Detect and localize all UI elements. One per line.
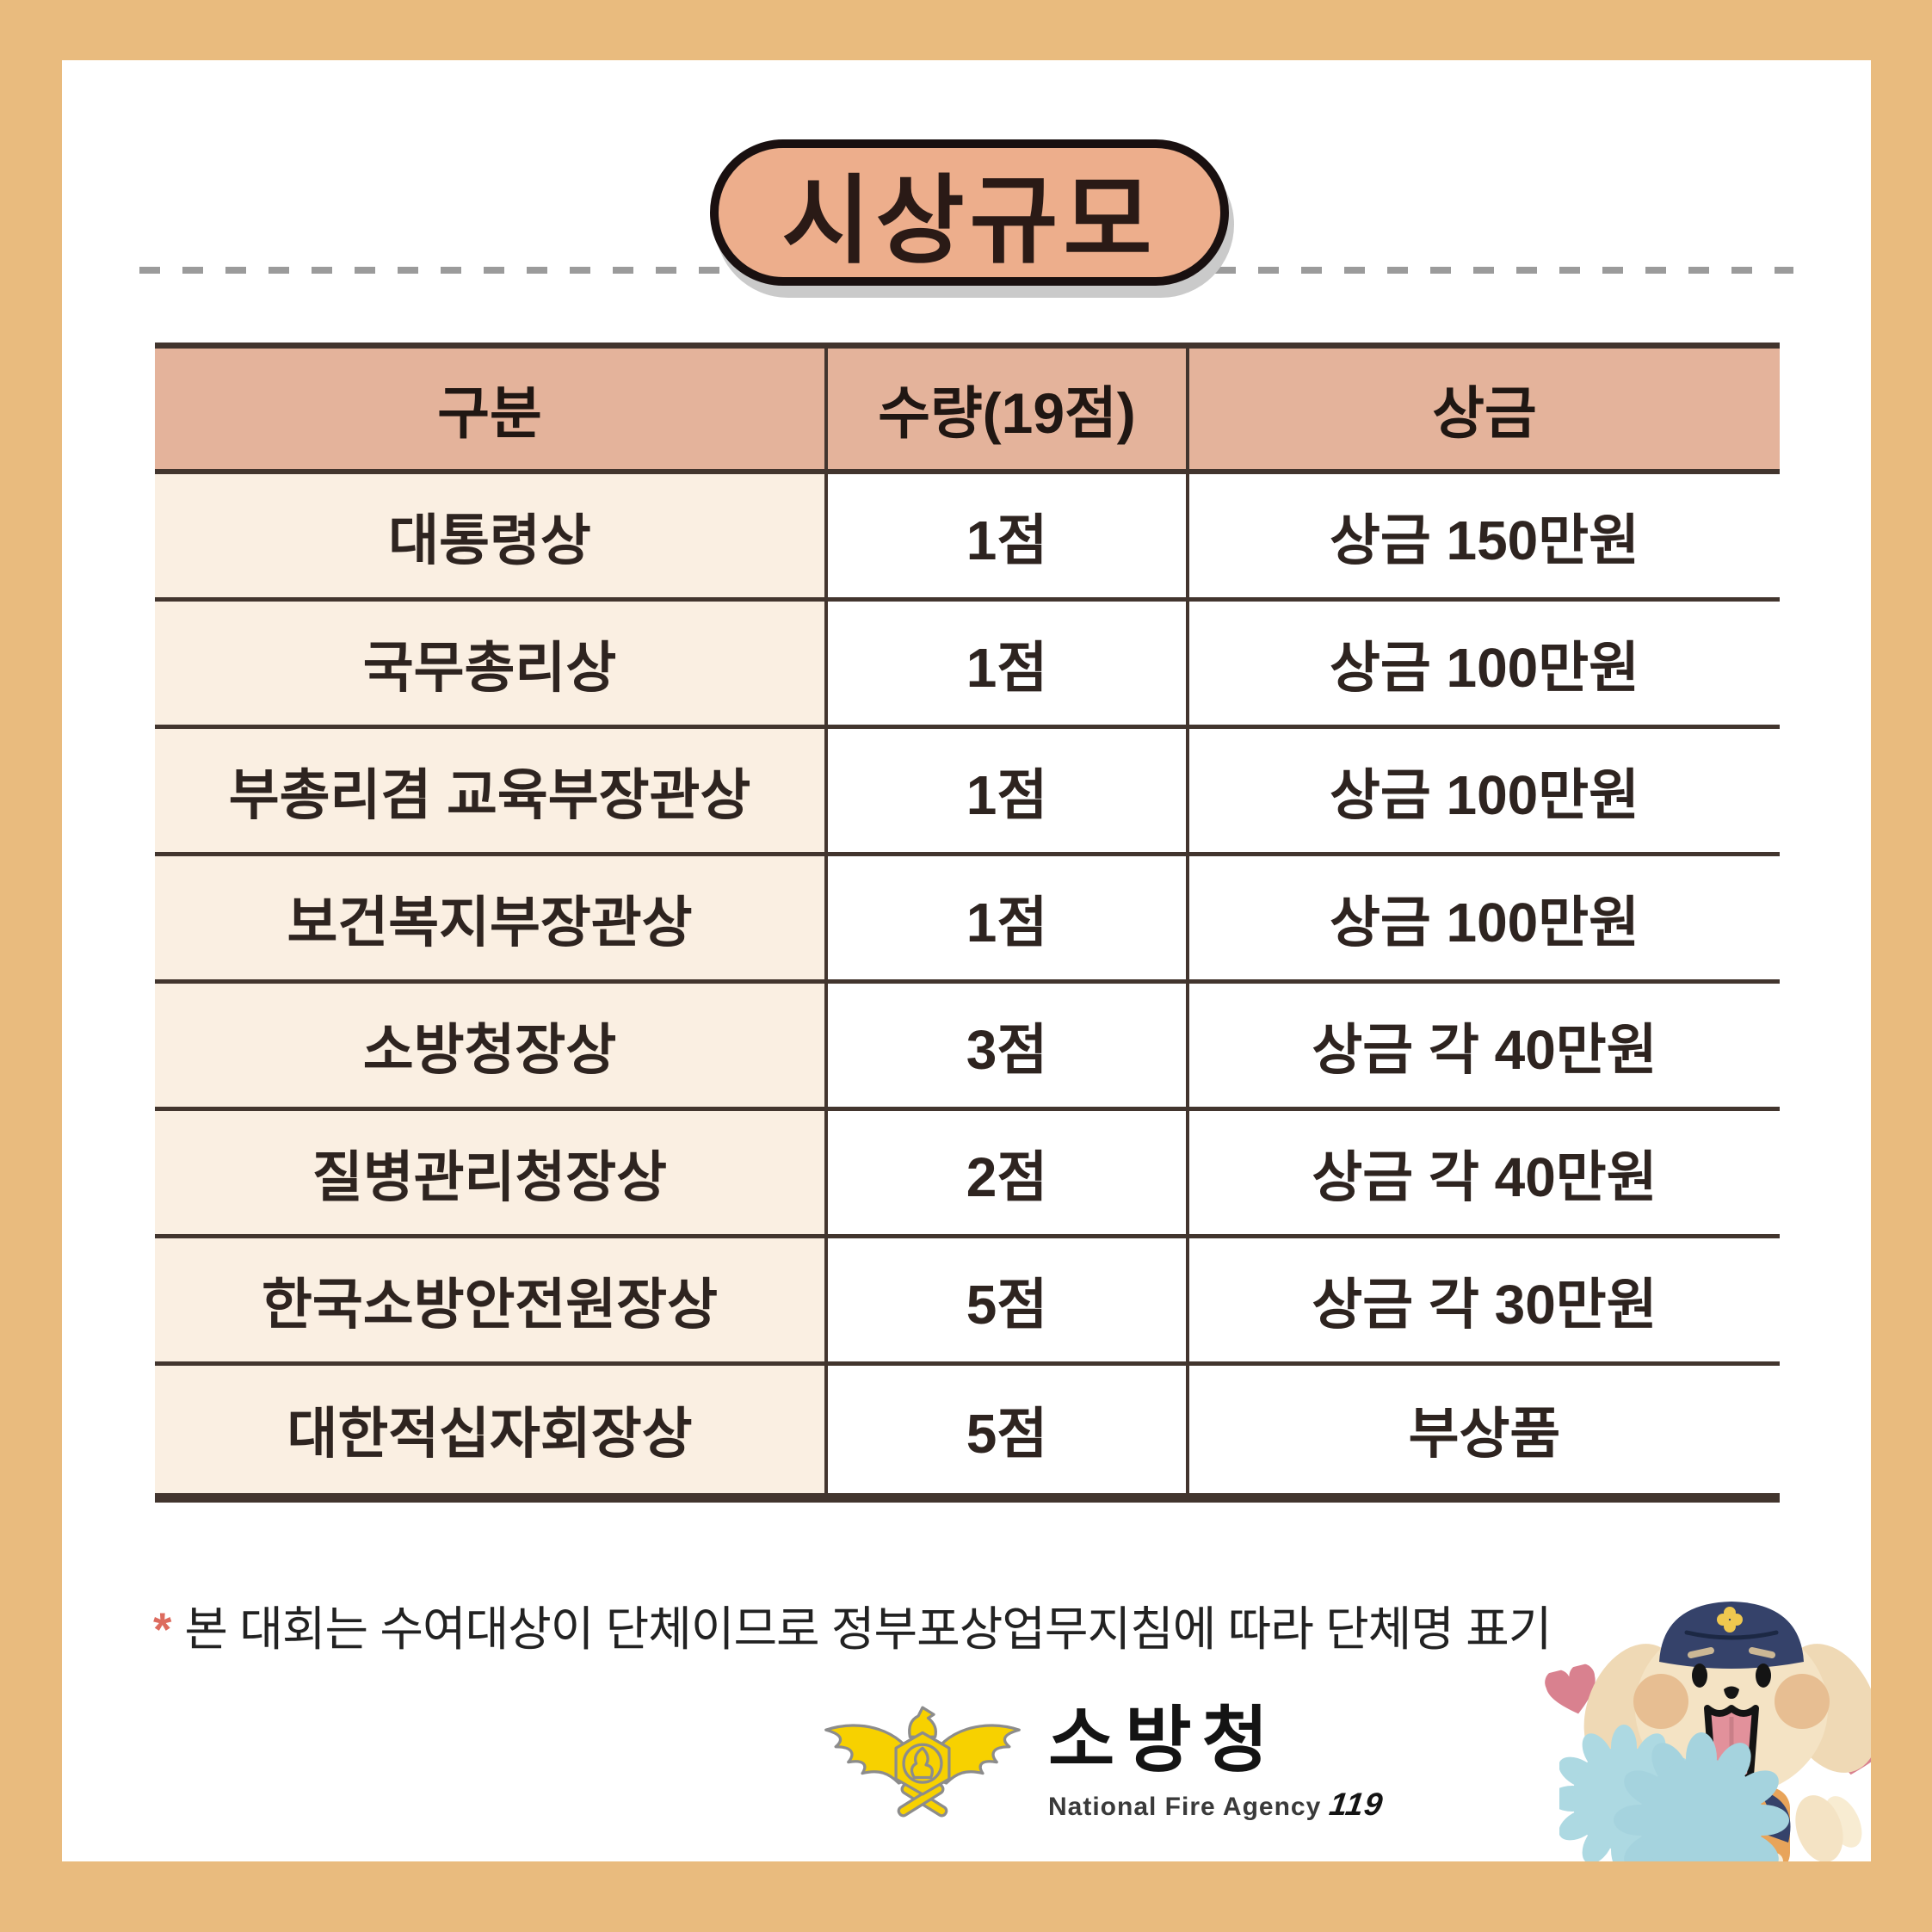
award-name-cell: 국무총리상: [155, 602, 824, 725]
logo-119: 119: [1327, 1787, 1386, 1823]
award-name-cell: 질병관리청장상: [155, 1111, 824, 1234]
quantity-cell: 1점: [824, 602, 1189, 725]
quantity-cell: 1점: [824, 474, 1189, 597]
footnote-asterisk: *: [153, 1602, 171, 1656]
table-row: 소방청장상 3점 상금 각 40만원: [155, 984, 1780, 1111]
quantity-cell: 2점: [824, 1111, 1189, 1234]
table-row: 대한적십자회장상 5점 부상품: [155, 1366, 1780, 1493]
title-badge: 시상규모: [710, 139, 1229, 286]
heart-icon: [1545, 1663, 1596, 1714]
logo-korean-name: 소방청: [1048, 1699, 1279, 1781]
award-name-cell: 부총리겸 교육부장관상: [155, 729, 824, 852]
pompom-icon: [1614, 1732, 1789, 1861]
poster-card: 시상규모 구분 수량(19점) 상금 대통령상 1점 상금 150만원 국무총리…: [62, 60, 1871, 1861]
logo-english-row: National Fire Agency 119: [1048, 1787, 1386, 1823]
quantity-cell: 1점: [824, 729, 1189, 852]
fire-agency-emblem-icon: [824, 1706, 1021, 1818]
header-cell-prize: 상금: [1189, 349, 1780, 469]
prize-cell: 부상품: [1189, 1366, 1780, 1493]
table-row: 국무총리상 1점 상금 100만원: [155, 602, 1780, 729]
quantity-cell: 1점: [824, 856, 1189, 979]
page-title: 시상규모: [781, 167, 1157, 275]
footnote: * 본 대회는 수여대상이 단체이므로 정부포상업무지침에 따라 단체명 표기: [153, 1590, 1552, 1659]
prize-cell: 상금 100만원: [1189, 729, 1780, 852]
quantity-cell: 3점: [824, 984, 1189, 1107]
puppy-mascot-icon: [1559, 1602, 1871, 1861]
header-cell-quantity: 수량(19점): [824, 349, 1189, 469]
award-name-cell: 한국소방안전원장상: [155, 1238, 824, 1361]
award-name-cell: 대한적십자회장상: [155, 1366, 824, 1493]
award-name-cell: 보건복지부장관상: [155, 856, 824, 979]
table-row: 보건복지부장관상 1점 상금 100만원: [155, 856, 1780, 984]
logo-text: 소방청 National Fire Agency 119: [1048, 1699, 1386, 1823]
prize-cell: 상금 각 40만원: [1189, 1111, 1780, 1234]
table-row: 대통령상 1점 상금 150만원: [155, 474, 1780, 602]
quantity-cell: 5점: [824, 1366, 1189, 1493]
table-header-row: 구분 수량(19점) 상금: [155, 349, 1780, 474]
logo-english-name: National Fire Agency: [1048, 1793, 1322, 1822]
header-cell-category: 구분: [155, 349, 824, 469]
table-row: 부총리겸 교육부장관상 1점 상금 100만원: [155, 729, 1780, 856]
award-name-cell: 소방청장상: [155, 984, 824, 1107]
prize-cell: 상금 100만원: [1189, 856, 1780, 979]
quantity-cell: 5점: [824, 1238, 1189, 1361]
awards-table: 구분 수량(19점) 상금 대통령상 1점 상금 150만원 국무총리상 1점 …: [155, 343, 1780, 1503]
prize-cell: 상금 100만원: [1189, 602, 1780, 725]
cap-clover-emblem: [1717, 1607, 1743, 1633]
prize-cell: 상금 각 40만원: [1189, 984, 1780, 1107]
prize-cell: 상금 150만원: [1189, 474, 1780, 597]
nfa-logo: 소방청 National Fire Agency 119: [818, 1697, 1386, 1828]
prize-cell: 상금 각 30만원: [1189, 1238, 1780, 1361]
footnote-text: 본 대회는 수여대상이 단체이므로 정부포상업무지침에 따라 단체명 표기: [184, 1602, 1552, 1656]
table-row: 한국소방안전원장상 5점 상금 각 30만원: [155, 1238, 1780, 1366]
award-name-cell: 대통령상: [155, 474, 824, 597]
table-row: 질병관리청장상 2점 상금 각 40만원: [155, 1111, 1780, 1238]
